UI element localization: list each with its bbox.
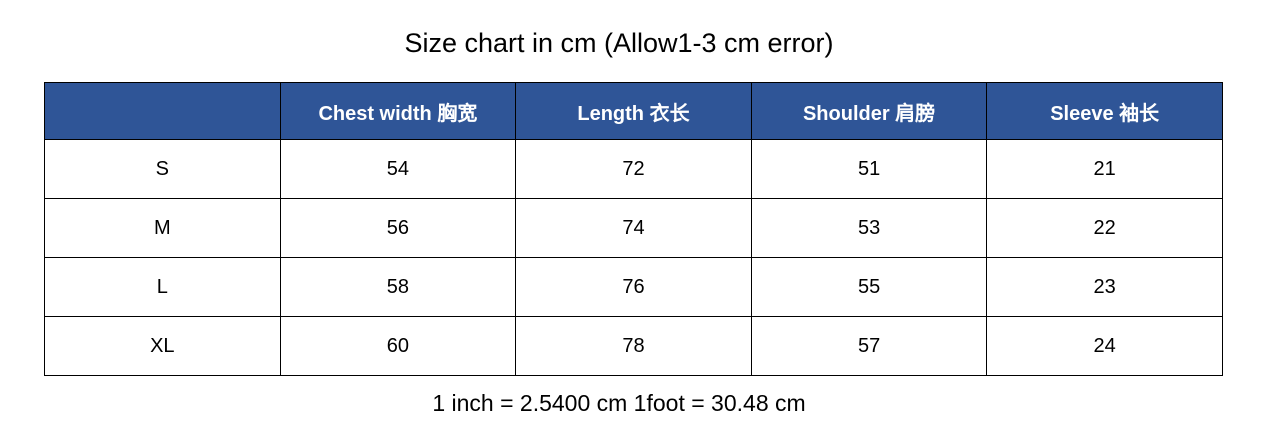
table-cell: 72 bbox=[515, 139, 752, 199]
table-cell: 21 bbox=[986, 139, 1223, 199]
header-cell-size bbox=[44, 82, 281, 140]
table-cell: 54 bbox=[279, 139, 517, 199]
table-cell: 24 bbox=[986, 316, 1223, 376]
size-cell: L bbox=[44, 257, 281, 317]
table-cell: 23 bbox=[986, 257, 1223, 317]
header-cell-sleeve: Sleeve 袖长 bbox=[986, 82, 1223, 140]
table-row: L 58 76 55 23 bbox=[44, 257, 1223, 317]
header-cell-chest: Chest width 胸宽 bbox=[279, 82, 517, 140]
header-row: Chest width 胸宽 Length 衣长 Shoulder 肩膀 Sle… bbox=[44, 82, 1223, 140]
table-cell: 58 bbox=[279, 257, 517, 317]
table-cell: 53 bbox=[750, 198, 988, 258]
table-row: S 54 72 51 21 bbox=[44, 139, 1223, 199]
table-cell: 76 bbox=[515, 257, 752, 317]
table-row: M 56 74 53 22 bbox=[44, 198, 1223, 258]
table-cell: 74 bbox=[515, 198, 752, 258]
size-table: Chest width 胸宽 Length 衣长 Shoulder 肩膀 Sle… bbox=[44, 82, 1223, 376]
table-row: XL 60 78 57 24 bbox=[44, 316, 1223, 376]
header-cell-length: Length 衣长 bbox=[515, 82, 752, 140]
chart-title: Size chart in cm (Allow1-3 cm error) bbox=[404, 28, 834, 58]
header-cell-shoulder: Shoulder 肩膀 bbox=[750, 82, 988, 140]
table-cell: 60 bbox=[279, 316, 517, 376]
conversion-note: 1 inch = 2.5400 cm 1foot = 30.48 cm bbox=[432, 390, 806, 416]
size-cell: XL bbox=[44, 316, 281, 376]
table-cell: 78 bbox=[515, 316, 752, 376]
table-cell: 57 bbox=[750, 316, 988, 376]
table-cell: 22 bbox=[986, 198, 1223, 258]
size-cell: M bbox=[44, 198, 281, 258]
size-cell: S bbox=[44, 139, 281, 199]
table-cell: 51 bbox=[750, 139, 988, 199]
table-cell: 56 bbox=[279, 198, 517, 258]
table-cell: 55 bbox=[750, 257, 988, 317]
